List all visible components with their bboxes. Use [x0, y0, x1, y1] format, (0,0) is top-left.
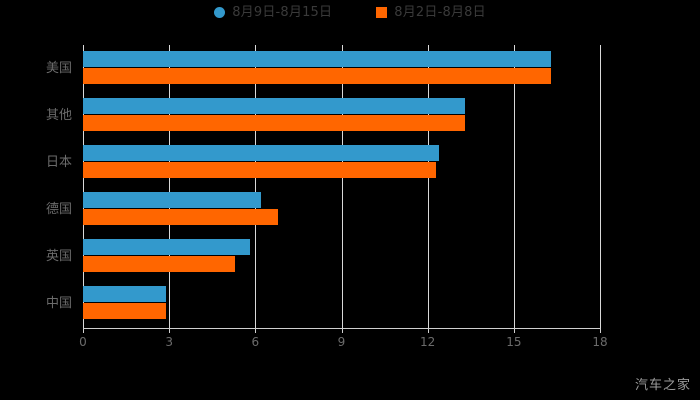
gridline [341, 45, 343, 328]
gridline [255, 45, 257, 328]
legend-item[interactable]: 8月9日-8月15日 [214, 6, 332, 19]
gridline [169, 45, 171, 328]
x-tick [169, 328, 171, 333]
bar[interactable] [83, 192, 262, 208]
chart-legend: 8月9日-8月15日 8月2日-8月8日 [0, 6, 700, 19]
bar-row [83, 233, 600, 280]
x-tick-label: 3 [165, 335, 173, 349]
x-axis: 0 3 6 9 12 15 18 [79, 328, 608, 348]
bar-row [83, 139, 600, 186]
category-label: 日本 [45, 155, 72, 170]
gridline [513, 45, 515, 328]
legend-item-label: 8月9日-8月15日 [232, 5, 333, 20]
category-label: 其他 [45, 108, 72, 123]
x-tick-label: 9 [337, 335, 346, 349]
x-tick-label: 12 [420, 335, 436, 349]
category-label: 美国 [45, 61, 72, 76]
plot-area [83, 45, 601, 328]
bar[interactable] [83, 286, 167, 302]
x-tick [600, 328, 601, 333]
gridline [427, 45, 429, 328]
gridline [600, 45, 601, 328]
bar[interactable] [83, 303, 167, 319]
x-tick [83, 328, 84, 333]
legend-marker-square-icon [376, 7, 388, 18]
legend-item[interactable]: 8月2日-8月8日 [376, 6, 486, 19]
bar[interactable] [83, 162, 437, 178]
bar[interactable] [83, 239, 250, 255]
x-tick-label: 15 [506, 335, 522, 349]
bar-row [83, 186, 600, 233]
x-tick-label: 0 [79, 335, 87, 349]
x-tick-label: 6 [251, 335, 260, 349]
bar[interactable] [83, 209, 279, 225]
legend-item-label: 8月2日-8月8日 [394, 5, 486, 20]
category-axis-labels: 美国其他日本德国英国中国 [0, 45, 83, 328]
watermark: 汽车之家 [634, 378, 691, 393]
category-label: 英国 [45, 249, 72, 264]
bar[interactable] [83, 98, 465, 114]
bar[interactable] [83, 256, 236, 272]
x-tick [255, 328, 257, 333]
x-tick-label: 18 [592, 335, 608, 349]
bar[interactable] [83, 51, 552, 67]
bar-row [83, 280, 600, 327]
bar[interactable] [83, 68, 552, 84]
gridline [83, 45, 84, 328]
x-tick [513, 328, 515, 333]
legend-marker-circle-icon [214, 7, 226, 18]
bar[interactable] [83, 115, 465, 131]
bar[interactable] [83, 145, 440, 161]
category-label: 中国 [45, 296, 72, 311]
x-tick [341, 328, 343, 333]
bar-row [83, 92, 600, 139]
bar-rows [83, 45, 600, 328]
bar-row [83, 45, 600, 92]
category-label: 德国 [45, 202, 72, 217]
x-tick [427, 328, 429, 333]
